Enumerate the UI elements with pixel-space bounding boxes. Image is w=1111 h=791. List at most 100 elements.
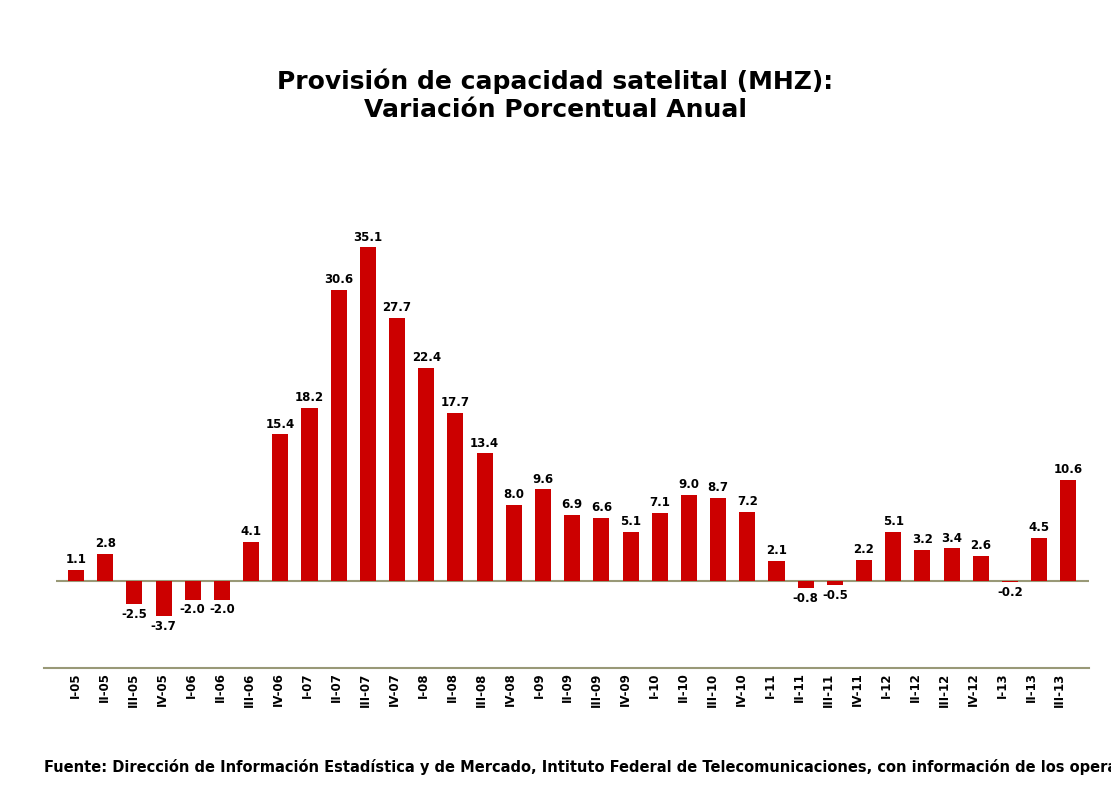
Text: III-08: III-08 <box>474 672 488 706</box>
Text: -0.8: -0.8 <box>793 592 819 605</box>
Bar <box>418 368 434 581</box>
Bar <box>272 434 289 581</box>
Bar <box>448 413 463 581</box>
Bar <box>389 318 406 581</box>
Bar <box>536 490 551 581</box>
Bar <box>681 495 697 581</box>
Text: I-07: I-07 <box>301 672 313 698</box>
Text: 6.6: 6.6 <box>591 501 612 514</box>
Bar <box>506 505 522 581</box>
Text: II-10: II-10 <box>677 672 690 702</box>
Text: I-08: I-08 <box>417 672 430 698</box>
Text: 18.2: 18.2 <box>294 391 324 404</box>
Text: II-08: II-08 <box>446 672 459 702</box>
Text: 7.1: 7.1 <box>649 497 670 509</box>
Bar <box>331 290 347 581</box>
Text: -3.7: -3.7 <box>151 619 177 633</box>
Bar <box>798 581 813 589</box>
Text: III-07: III-07 <box>359 672 372 706</box>
Text: II-13: II-13 <box>1024 672 1038 702</box>
Text: -2.0: -2.0 <box>180 604 206 616</box>
Text: III-06: III-06 <box>243 672 256 706</box>
Text: I-13: I-13 <box>995 672 1009 698</box>
Bar <box>1060 480 1077 581</box>
Text: IV-06: IV-06 <box>272 672 284 706</box>
Text: 5.1: 5.1 <box>620 516 641 528</box>
Text: IV-09: IV-09 <box>619 672 632 706</box>
Text: III-10: III-10 <box>705 672 719 706</box>
Bar <box>1002 581 1018 582</box>
Text: 8.0: 8.0 <box>503 488 524 501</box>
Text: 3.4: 3.4 <box>941 532 962 544</box>
Text: 30.6: 30.6 <box>324 274 353 286</box>
Text: III-11: III-11 <box>822 672 834 706</box>
Bar <box>127 581 142 604</box>
Text: II-09: II-09 <box>561 672 574 702</box>
Text: II-05: II-05 <box>98 672 111 702</box>
Text: II-11: II-11 <box>793 672 805 702</box>
Bar <box>214 581 230 600</box>
Text: Provisión de capacidad satelital (MHZ):
Variación Porcentual Anual: Provisión de capacidad satelital (MHZ): … <box>278 68 833 122</box>
Text: IV-05: IV-05 <box>157 672 169 706</box>
Text: II-06: II-06 <box>214 672 227 702</box>
Text: 2.2: 2.2 <box>853 543 874 556</box>
Text: 6.9: 6.9 <box>561 498 583 511</box>
Bar <box>973 556 989 581</box>
Bar <box>914 551 930 581</box>
Bar <box>360 248 376 581</box>
Bar <box>477 453 492 581</box>
Text: I-11: I-11 <box>764 672 777 698</box>
Text: 35.1: 35.1 <box>353 231 382 244</box>
Bar <box>1031 538 1048 581</box>
Text: I-12: I-12 <box>880 672 892 698</box>
Text: 17.7: 17.7 <box>441 396 470 409</box>
Text: Fuente: Dirección de Información Estadística y de Mercado, Intituto Federal de T: Fuente: Dirección de Información Estadís… <box>44 759 1111 775</box>
Bar <box>301 408 318 581</box>
Bar <box>593 518 609 581</box>
Text: I-10: I-10 <box>648 672 661 698</box>
Text: III-13: III-13 <box>1053 672 1067 706</box>
Text: 9.0: 9.0 <box>679 479 700 491</box>
Text: 2.6: 2.6 <box>970 539 991 552</box>
Text: IV-11: IV-11 <box>851 672 863 706</box>
Text: III-05: III-05 <box>127 672 140 706</box>
Text: IV-12: IV-12 <box>967 672 980 706</box>
Bar <box>827 581 843 585</box>
Text: 7.2: 7.2 <box>737 495 758 509</box>
Bar <box>710 498 727 581</box>
Bar <box>184 581 201 600</box>
Text: 4.1: 4.1 <box>241 525 261 538</box>
Bar <box>622 532 639 581</box>
Text: 13.4: 13.4 <box>470 437 499 449</box>
Text: III-09: III-09 <box>590 672 603 706</box>
Text: 22.4: 22.4 <box>412 351 441 364</box>
Text: IV-08: IV-08 <box>503 672 517 706</box>
Text: II-07: II-07 <box>330 672 343 702</box>
Text: 5.1: 5.1 <box>883 516 903 528</box>
Bar <box>243 542 259 581</box>
Bar <box>943 548 960 581</box>
Bar <box>652 513 668 581</box>
Bar <box>739 513 755 581</box>
Bar <box>156 581 171 615</box>
Text: 2.8: 2.8 <box>94 537 116 551</box>
Text: II-12: II-12 <box>909 672 922 702</box>
Text: -2.5: -2.5 <box>121 608 148 621</box>
Text: 9.6: 9.6 <box>532 473 553 486</box>
Bar <box>769 561 784 581</box>
Bar <box>97 554 113 581</box>
Text: IV-10: IV-10 <box>735 672 748 706</box>
Bar <box>885 532 901 581</box>
Text: III-12: III-12 <box>938 672 951 706</box>
Text: -0.2: -0.2 <box>997 586 1023 600</box>
Text: 10.6: 10.6 <box>1054 464 1083 476</box>
Text: IV-07: IV-07 <box>388 672 401 706</box>
Text: I-06: I-06 <box>186 672 198 698</box>
Text: -0.5: -0.5 <box>822 589 848 602</box>
Text: -2.0: -2.0 <box>209 604 234 616</box>
Text: 4.5: 4.5 <box>1029 521 1050 534</box>
Text: I-05: I-05 <box>69 672 82 698</box>
Bar <box>855 560 872 581</box>
Text: 8.7: 8.7 <box>708 481 729 494</box>
Text: 3.2: 3.2 <box>912 533 933 547</box>
